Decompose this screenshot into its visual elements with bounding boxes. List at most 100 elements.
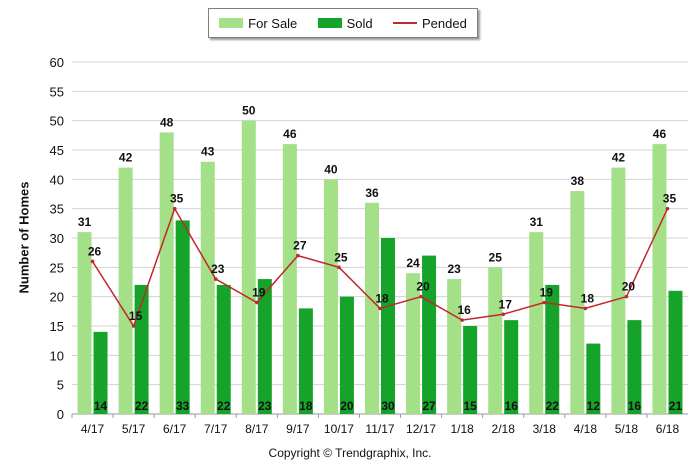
data-label-sold: 27: [422, 399, 436, 413]
data-label-sold: 20: [340, 399, 354, 413]
data-label-pended: 20: [416, 280, 430, 294]
copyright-text: Copyright © Trendgraphix, Inc.: [268, 446, 432, 460]
data-label-for-sale: 38: [571, 174, 585, 188]
point-pended: [296, 253, 300, 258]
bar-for-sale: [323, 179, 338, 414]
data-label-sold: 22: [546, 399, 560, 413]
y-tick-label: 10: [50, 348, 64, 363]
data-label-pended: 17: [499, 297, 513, 311]
point-pended: [172, 206, 177, 211]
x-tick-label: 1/18: [450, 422, 474, 436]
data-label-sold: 22: [217, 399, 231, 413]
bar-sold: [339, 296, 354, 414]
legend-item-for-sale: For Sale: [219, 16, 297, 31]
bar-sold: [463, 326, 478, 414]
bar-sold: [422, 255, 437, 414]
bar-sold: [216, 284, 231, 414]
data-label-sold: 16: [505, 399, 519, 413]
data-label-pended: 20: [622, 280, 636, 294]
data-label-for-sale: 40: [324, 162, 338, 176]
y-tick-label: 5: [57, 378, 64, 393]
data-label-sold: 30: [381, 399, 395, 413]
point-pended: [131, 324, 136, 328]
data-label-for-sale: 46: [283, 127, 297, 141]
data-label-for-sale: 24: [406, 256, 420, 270]
bar-sold: [298, 308, 313, 414]
legend-label-pended: Pended: [421, 15, 467, 31]
data-label-for-sale: 42: [119, 151, 133, 165]
data-label-sold: 21: [669, 399, 683, 413]
data-label-pended: 19: [540, 286, 554, 300]
data-label-for-sale: 48: [160, 115, 174, 129]
data-label-pended: 18: [375, 291, 389, 305]
data-label-pended: 35: [663, 192, 677, 206]
x-tick-label: 12/17: [406, 422, 436, 436]
bar-for-sale: [282, 144, 297, 414]
data-label-for-sale: 46: [653, 127, 667, 141]
y-tick-label: 50: [50, 114, 64, 129]
data-label-sold: 18: [299, 399, 313, 413]
bar-sold: [381, 238, 395, 414]
data-label-for-sale: 31: [78, 215, 92, 229]
bar-sold: [504, 320, 519, 414]
data-label-pended: 19: [252, 286, 266, 300]
data-label-sold: 22: [135, 399, 149, 413]
legend-item-sold: Sold: [317, 16, 373, 31]
legend-label-for-sale: For Sale: [248, 15, 298, 31]
data-label-sold: 33: [176, 399, 190, 413]
bar-for-sale: [406, 273, 421, 414]
y-tick-label: 45: [50, 143, 64, 158]
bar-for-sale: [447, 279, 462, 414]
bar-for-sale: [570, 191, 585, 414]
bar-for-sale: [365, 202, 379, 414]
y-tick-label: 25: [50, 260, 64, 275]
bar-sold: [134, 284, 149, 414]
point-pended: [378, 306, 382, 311]
bar-for-sale: [241, 120, 256, 415]
x-tick-label: 4/17: [81, 422, 105, 436]
point-pended: [419, 294, 423, 299]
data-label-for-sale: 31: [530, 215, 544, 229]
point-pended: [624, 294, 629, 299]
legend-swatch-for-sale: [219, 18, 244, 28]
bar-for-sale: [77, 232, 92, 414]
point-pended: [583, 306, 588, 311]
x-tick-label: 8/17: [245, 422, 269, 436]
data-label-pended: 23: [211, 262, 225, 276]
bar-sold: [627, 320, 642, 414]
bar-sold: [257, 279, 272, 414]
point-pended: [213, 277, 218, 281]
x-tick-label: 5/18: [615, 422, 639, 436]
point-pended: [254, 300, 259, 305]
point-pended: [665, 206, 670, 211]
data-label-sold: 16: [628, 399, 642, 413]
x-tick-label: 4/18: [574, 422, 598, 436]
data-label-pended: 15: [129, 309, 143, 323]
legend-swatch-sold: [317, 18, 342, 28]
bar-sold: [545, 284, 560, 414]
legend: For Sale Sold Pended: [208, 8, 478, 38]
point-pended: [460, 318, 464, 322]
data-label-for-sale: 25: [489, 250, 503, 264]
x-tick-label: 10/17: [324, 422, 354, 436]
x-tick-label: 3/18: [533, 422, 557, 436]
x-tick-label: 9/17: [286, 422, 310, 436]
bar-for-sale: [200, 161, 215, 414]
bar-for-sale: [611, 167, 626, 414]
bar-for-sale: [118, 167, 133, 414]
bar-for-sale: [488, 267, 503, 414]
bar-sold: [93, 331, 108, 414]
bar-for-sale: [652, 144, 667, 414]
bar-for-sale: [159, 132, 174, 414]
y-tick-label: 40: [50, 172, 64, 187]
data-label-for-sale: 36: [365, 186, 379, 200]
y-tick-label: 15: [50, 319, 64, 334]
data-label-for-sale: 23: [447, 262, 461, 276]
legend-item-pended: Pended: [392, 15, 467, 31]
y-tick-label: 35: [50, 202, 64, 217]
x-tick-label: 5/17: [122, 422, 146, 436]
y-axis-title: Number of Homes: [16, 181, 32, 294]
point-pended: [90, 259, 95, 264]
bar-sold: [175, 220, 190, 414]
